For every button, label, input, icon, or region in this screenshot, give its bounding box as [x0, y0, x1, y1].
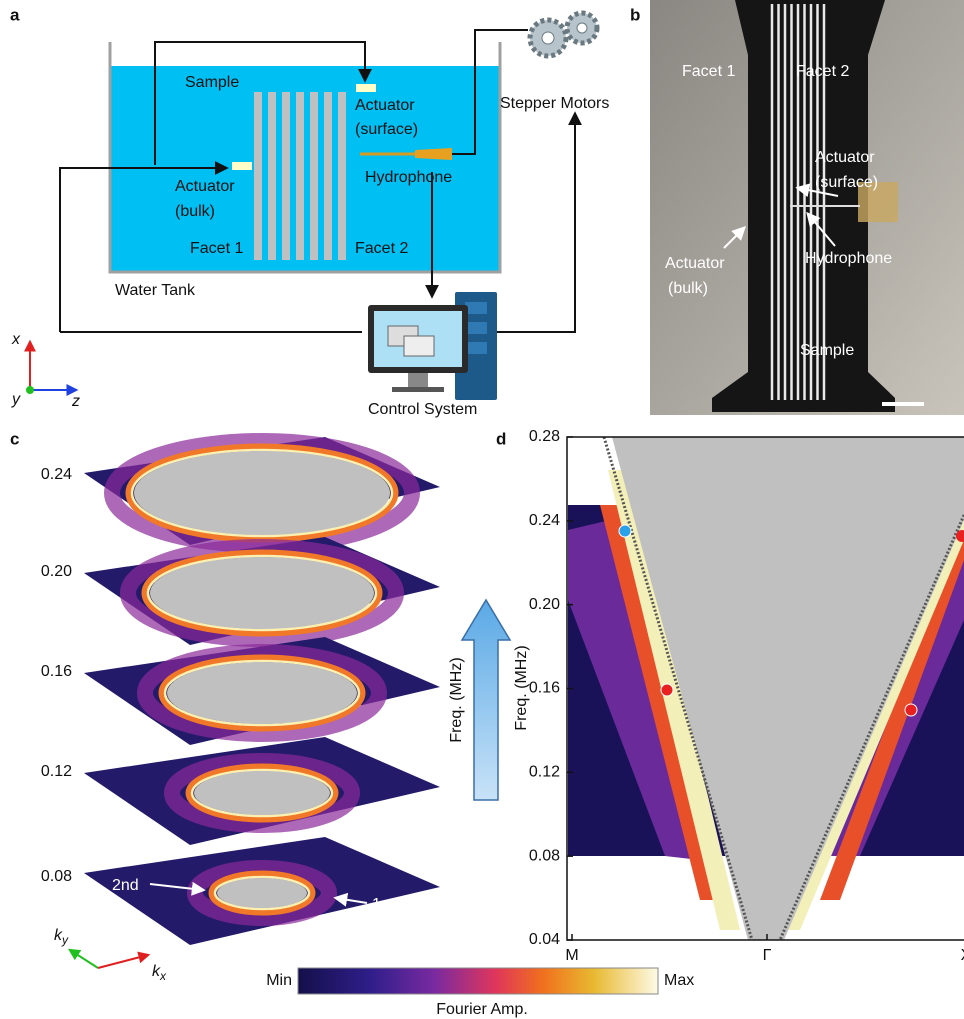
tower-slot: [465, 322, 487, 334]
monitor-base: [392, 387, 444, 392]
actuator-label: Actuator: [175, 178, 235, 195]
light-cone: [167, 662, 357, 724]
sample-plate: [254, 92, 262, 260]
facet-label: Facet 2: [796, 63, 849, 80]
light-cone: [194, 771, 330, 815]
monitor-stand: [408, 373, 428, 387]
light-cone: [150, 557, 374, 629]
actuator-bulk: [232, 162, 252, 170]
marker-red: [661, 684, 673, 696]
motors-label: Stepper Motors: [500, 95, 609, 112]
freq-level: 0.12: [41, 763, 72, 780]
freq-level: 0.24: [41, 466, 72, 483]
actuator-label: (bulk): [668, 280, 708, 297]
freq-level: 0.16: [41, 663, 72, 680]
colorbar-max: Max: [664, 972, 694, 989]
axis-kx: [98, 955, 148, 968]
y-tick-label: 0.24: [529, 512, 560, 529]
panel-label: c: [10, 429, 19, 448]
axis-label: z: [71, 393, 80, 410]
hydrophone: [415, 148, 452, 160]
y-tick-label: 0.16: [529, 680, 560, 697]
facet-label: Facet 1: [682, 63, 735, 80]
sample-plate: [296, 92, 304, 260]
gear-hub: [542, 32, 554, 44]
y-tick-label: 0.28: [529, 428, 560, 445]
freq-level: 0.20: [41, 563, 72, 580]
tower-slot: [465, 342, 487, 354]
axis-y: [26, 386, 34, 394]
marker-blue: [619, 525, 631, 537]
control-label: Control System: [368, 401, 477, 418]
y-tick-label: 0.08: [529, 847, 560, 864]
actuator-label: Actuator: [355, 97, 415, 114]
x-tick-label: M: [565, 947, 578, 964]
panel-label: d: [496, 429, 506, 448]
order-label: 1st: [372, 896, 394, 913]
sample-plate: [282, 92, 290, 260]
marker-red: [905, 704, 917, 716]
sample-plate: [268, 92, 276, 260]
facet-label: Facet 2: [355, 240, 408, 257]
panel-label: b: [630, 5, 640, 24]
tower-slot: [465, 302, 487, 314]
sample-label: Sample: [185, 74, 239, 91]
freq-level: 0.08: [41, 868, 72, 885]
actuator-label: Actuator: [665, 255, 725, 272]
y-tick-label: 0.12: [529, 764, 560, 781]
sample-plate: [324, 92, 332, 260]
colorbar-min: Min: [266, 972, 292, 989]
actuator-surface: [356, 84, 376, 92]
order-label: 2nd: [112, 877, 139, 894]
y-tick-label: 0.04: [529, 931, 560, 948]
axis-label: ky: [54, 927, 69, 947]
axis-label: y: [11, 391, 21, 408]
axis-label-sub: x: [159, 969, 167, 983]
actuator-label: (bulk): [175, 203, 215, 220]
freq-arrow: [462, 600, 510, 800]
facet-label: Facet 1: [190, 240, 243, 257]
y-tick-label: 0.20: [529, 596, 560, 613]
light-cone: [217, 878, 307, 908]
actuator-label: (surface): [355, 121, 418, 138]
y-axis-title: Freq. (MHz): [513, 645, 530, 730]
axis-label: x: [11, 331, 21, 348]
arrow-label: Freq. (MHz): [448, 657, 465, 742]
axis-ky: [70, 950, 98, 968]
x-tick-label: X: [961, 947, 964, 964]
axis-label: kx: [152, 963, 167, 983]
actuator-label: Actuator: [815, 149, 875, 166]
sample-plate: [310, 92, 318, 260]
sample-label: Sample: [800, 342, 854, 359]
x-tick-label: Γ: [763, 947, 772, 964]
window: [404, 336, 434, 356]
hydrophone-label: Hydrophone: [365, 169, 452, 186]
panel-label: a: [10, 5, 20, 24]
actuator-label: (surface): [815, 174, 878, 191]
sample-plate: [338, 92, 346, 260]
gear-hub: [577, 23, 587, 33]
tank-label: Water Tank: [115, 282, 196, 299]
light-cone: [134, 451, 390, 535]
hydrophone-label: Hydrophone: [805, 250, 892, 267]
figure: a Sample Actuator (surface) Hydrophone Actuat…: [0, 0, 964, 1019]
colorbar: [298, 968, 658, 994]
colorbar-title: Fourier Amp.: [436, 1001, 528, 1018]
axis-label-sub: y: [61, 933, 69, 947]
